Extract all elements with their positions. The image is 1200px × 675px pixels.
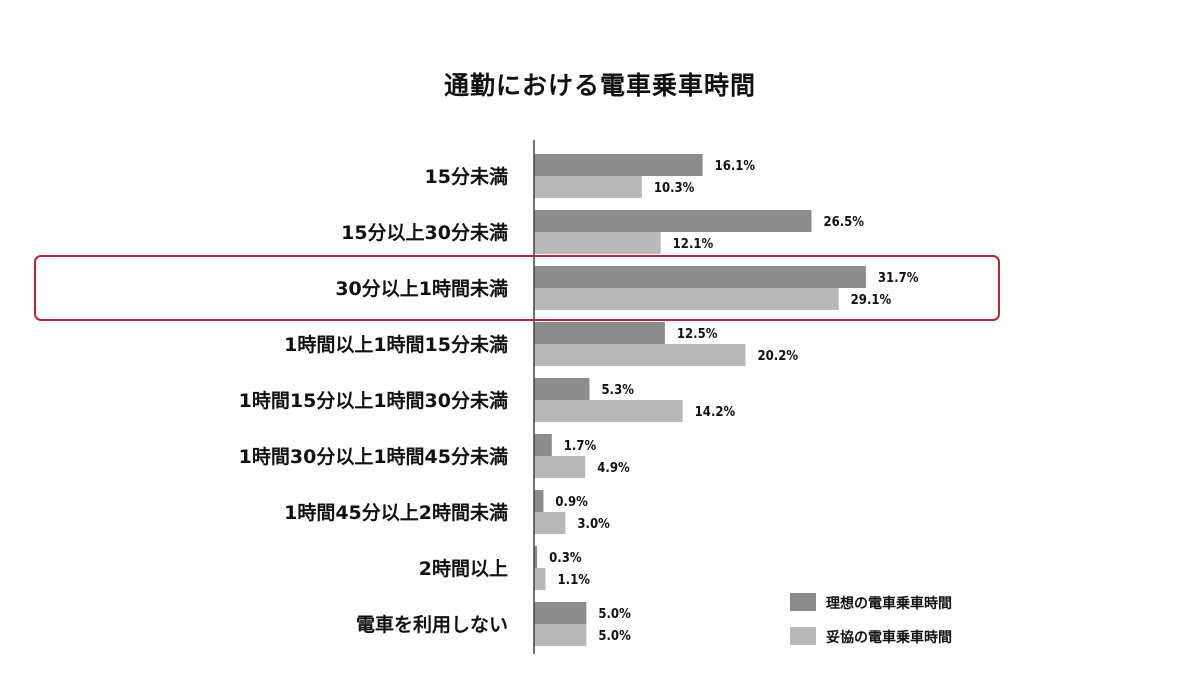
data-label: 1.1% [558,573,591,588]
category-label: 1時間45分以上2時間未満 [284,501,508,524]
bar-compromise [534,624,587,646]
chart-title: 通勤における電車乗車時間 [443,71,756,100]
data-label: 10.3% [654,181,695,196]
bar-compromise [534,344,746,366]
bar-ideal [534,434,552,456]
bar-compromise [534,232,661,254]
legend-swatch [790,593,816,611]
bar-compromise [534,400,683,422]
category-label: 1時間15分以上1時間30分未満 [239,389,508,412]
data-label: 20.2% [757,349,798,364]
highlight-frame [34,255,1000,321]
data-label: 0.9% [555,495,588,510]
legend-label: 妥協の電車乗車時間 [826,629,952,646]
bar-compromise [534,288,839,310]
data-label: 1.7% [564,439,597,454]
bar-ideal [534,210,812,232]
data-label: 29.1% [851,293,892,308]
bar-compromise [534,456,586,478]
data-label: 12.1% [673,237,714,252]
bar-ideal [534,154,703,176]
category-label: 1時間30分以上1時間45分未満 [239,445,508,468]
bar-ideal [534,266,866,288]
data-label: 14.2% [695,405,736,420]
bar-ideal [534,322,665,344]
data-label: 31.7% [878,271,919,286]
data-label: 0.3% [549,551,582,566]
data-label: 5.0% [598,629,631,644]
category-label: 30分以上1時間未満 [335,277,508,300]
bar-compromise [534,512,566,534]
data-label: 5.3% [601,383,634,398]
legend-label: 理想の電車乗車時間 [826,595,952,612]
bar-ideal [534,490,544,512]
bar-ideal [534,378,590,400]
data-label: 26.5% [823,215,864,230]
bar-compromise [534,176,642,198]
category-label: 15分未満 [425,165,508,188]
data-label: 12.5% [677,327,718,342]
category-label: 15分以上30分未満 [341,221,508,244]
data-label: 5.0% [598,607,631,622]
bar-compromise [534,568,546,590]
data-label: 3.0% [577,517,610,532]
category-label: 2時間以上 [419,558,508,580]
data-label: 16.1% [715,159,756,174]
category-label: 1時間以上1時間15分未満 [284,333,508,356]
legend-swatch [790,627,816,645]
category-label: 電車を利用しない [356,613,508,636]
bar-ideal [534,602,587,624]
data-label: 4.9% [597,461,630,476]
bar-ideal [534,546,538,568]
